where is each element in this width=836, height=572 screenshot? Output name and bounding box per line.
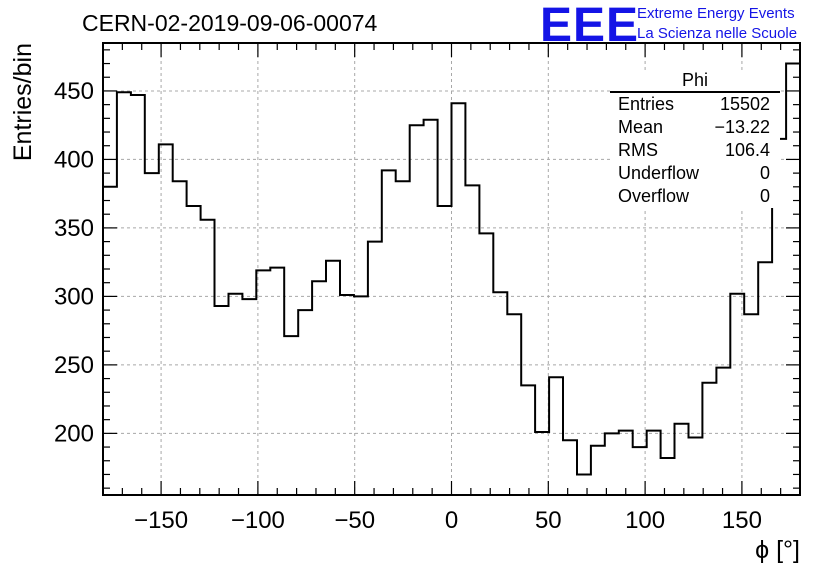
y-tick-label: 400 — [54, 146, 94, 173]
x-tick-label: 150 — [722, 507, 762, 534]
stats-label: Mean — [618, 117, 664, 137]
y-tick-labels: 200 250 300 350 400 450 — [54, 78, 94, 447]
stats-value: 106.4 — [724, 140, 770, 160]
stats-label: Entries — [618, 94, 675, 114]
y-axis-label: Entries/bin — [9, 43, 37, 161]
y-tick-label: 350 — [54, 215, 94, 242]
eee-logo-mark: EEE — [540, 0, 640, 52]
x-tick-labels: −150 −100 −50 0 50 100 150 — [134, 507, 762, 534]
stats-row-mean: Mean −13.22 — [610, 116, 780, 139]
chart-title: CERN-02-2019-09-06-00074 — [82, 10, 378, 36]
x-tick-label: 50 — [535, 507, 562, 534]
x-tick-label: −150 — [134, 507, 188, 534]
histogram-series-line — [103, 62, 800, 476]
stats-value: −13.22 — [714, 117, 770, 137]
stats-label: RMS — [618, 140, 658, 160]
stats-row-entries: Entries 15502 — [610, 93, 780, 116]
stats-value: 0 — [759, 186, 770, 206]
y-tick-label: 200 — [54, 420, 94, 447]
plot-frame — [102, 42, 801, 496]
logo-subtitle-line2: La Scienza nelle Scuole — [637, 25, 798, 42]
stats-value: 15502 — [719, 94, 770, 114]
x-tick-label: −100 — [231, 507, 285, 534]
y-tick-label: 300 — [54, 283, 94, 310]
stats-value: 0 — [759, 163, 770, 183]
axis-ticks — [102, 43, 801, 495]
stats-box-title: Phi — [610, 70, 780, 93]
x-axis-label: ϕ [°] — [755, 536, 800, 564]
stats-label: Overflow — [618, 186, 690, 206]
y-tick-label: 250 — [54, 352, 94, 379]
y-tick-label: 450 — [54, 78, 94, 105]
stats-row-overflow: Overflow 0 — [610, 185, 780, 208]
x-tick-label: 100 — [625, 507, 665, 534]
stats-label: Underflow — [618, 163, 700, 183]
stats-row-underflow: Underflow 0 — [610, 162, 780, 185]
logo-subtitle-line1: Extreme Energy Events — [637, 5, 795, 22]
stats-box: Phi Entries 15502 Mean −13.22 RMS 106.4 … — [610, 70, 780, 208]
stats-row-rms: RMS 106.4 — [610, 139, 780, 162]
x-tick-label: 0 — [445, 507, 458, 534]
x-tick-label: −50 — [334, 507, 375, 534]
